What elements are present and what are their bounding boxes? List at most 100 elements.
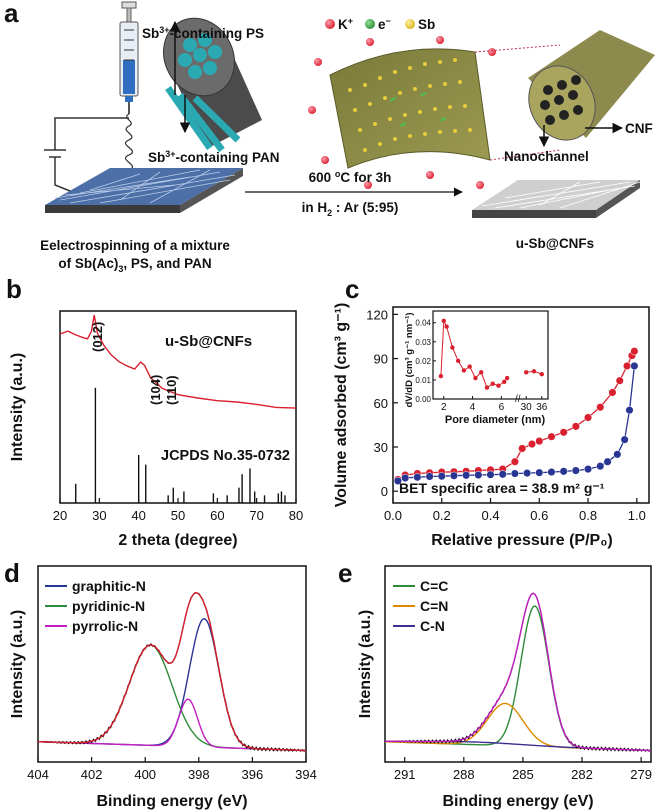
c-axis-ticks: 0.0 0.2 0.4 0.6 0.8 1.0 0 30 60 90 120 bbox=[366, 307, 646, 523]
e-y-axis-label: Intensity (a.u.) bbox=[357, 610, 374, 718]
panel-letter-b: b bbox=[6, 274, 22, 304]
d-plot-frame bbox=[37, 565, 307, 763]
c-series-point bbox=[571, 422, 580, 431]
c-inset-point bbox=[461, 368, 467, 373]
c-series-point bbox=[527, 440, 537, 449]
b-peak-110: (110) bbox=[164, 375, 179, 405]
b-x-tick-label: 20 bbox=[53, 508, 67, 523]
cnf-label: CNF bbox=[625, 121, 653, 136]
xps-x-tick-label: 404 bbox=[27, 767, 49, 782]
c-series-point bbox=[474, 470, 483, 480]
b-x-tick-label: 30 bbox=[92, 508, 106, 523]
c-inset-y-tick-label: 0.02 bbox=[415, 357, 431, 366]
c-series-point bbox=[462, 471, 471, 480]
c-y-tick-label: 30 bbox=[374, 440, 388, 455]
c-inset-y-tick-label: 0.03 bbox=[415, 338, 431, 347]
product-label: u-Sb@CNFs bbox=[516, 236, 594, 251]
d-x-axis-label: Binding energy (eV) bbox=[96, 793, 247, 810]
xps-envelope-curve bbox=[38, 592, 307, 752]
panel-a: a bbox=[4, 0, 655, 274]
panel-b: b 20 30 40 50 60 70 80 u-Sb@CNFs JCPDS No.35-0… bbox=[6, 274, 303, 549]
c-series-point bbox=[571, 466, 580, 475]
b-x-axis-label: 2 theta (degree) bbox=[118, 532, 237, 549]
c-series-point bbox=[518, 444, 527, 453]
c-inset-y-tick-label: 0.01 bbox=[415, 376, 431, 385]
xps-x-tick-label: 279 bbox=[630, 767, 652, 782]
xps-legend-label: C=N bbox=[420, 598, 448, 614]
c-series-point bbox=[603, 457, 612, 466]
c-series-point bbox=[559, 467, 568, 476]
c-inset-x-tick-label: 36 bbox=[536, 402, 548, 413]
c-inset-x-tick-label: 4 bbox=[470, 402, 476, 413]
sb-atom-icon bbox=[405, 19, 415, 29]
c-inset-point bbox=[467, 364, 472, 369]
c-x-axis-label: Relative pressure (P/P₀) bbox=[431, 532, 613, 549]
d-y-axis-label: Intensity (a.u.) bbox=[9, 610, 26, 718]
xps-x-tick-label: 400 bbox=[134, 767, 156, 782]
c-y-axis-label: Volume adsorbed (cm³ g⁻¹) bbox=[333, 303, 350, 508]
c-series-point bbox=[393, 476, 402, 485]
legend-e: e− bbox=[378, 16, 391, 32]
e-xps-series bbox=[384, 592, 652, 752]
b-reference-sticks bbox=[75, 387, 286, 503]
nanochannel-fiber-icon bbox=[528, 30, 655, 141]
c-series-point bbox=[547, 432, 556, 441]
c-inset-point bbox=[450, 345, 455, 350]
c-inset-point bbox=[473, 375, 478, 381]
legend-k: K+ bbox=[338, 16, 353, 32]
c-inset-y-label: dV/dD (cm³ g⁻¹ nm⁻¹) bbox=[404, 313, 415, 408]
xps-x-tick-label: 398 bbox=[188, 767, 210, 782]
c-series-point bbox=[523, 469, 532, 478]
xps-x-tick-label: 402 bbox=[81, 767, 103, 782]
c-inset-point bbox=[504, 375, 510, 381]
c-series-point bbox=[613, 450, 622, 459]
c-plot-frame bbox=[392, 306, 650, 504]
c-inset-point bbox=[441, 318, 446, 324]
xps-legend-label: C=C bbox=[420, 578, 448, 594]
c-series-point bbox=[413, 473, 422, 482]
carbon-sheet-icon bbox=[308, 36, 496, 189]
c-y-tick-label: 90 bbox=[374, 352, 388, 367]
c-series-point bbox=[498, 470, 507, 479]
c-inset-point bbox=[531, 369, 537, 374]
k-ion-icon bbox=[325, 19, 335, 29]
c-x-tick-label: 0.0 bbox=[384, 508, 402, 523]
c-y-tick-label: 0 bbox=[381, 484, 388, 499]
c-series-point bbox=[437, 472, 446, 481]
c-x-tick-label: 1.0 bbox=[628, 508, 646, 523]
fiber-mat-collector bbox=[45, 168, 243, 213]
electron-icon bbox=[365, 19, 375, 29]
b-xrd-curve bbox=[59, 314, 297, 409]
c-series-point bbox=[630, 361, 639, 370]
c-series-point bbox=[583, 413, 593, 422]
c-inset-point bbox=[455, 358, 461, 364]
c-inset-point bbox=[502, 379, 507, 385]
xps-legend-label: pyridinic-N bbox=[72, 598, 145, 614]
product-mat bbox=[472, 180, 641, 218]
xps-legend-label: pyrrolic-N bbox=[72, 618, 138, 634]
c-inset-y-tick-label: 0.00 bbox=[415, 395, 431, 404]
c-series-point bbox=[425, 472, 434, 481]
legend-sb: Sb bbox=[418, 17, 435, 32]
xps-raw-curve bbox=[384, 592, 652, 752]
c-inset-point bbox=[539, 372, 544, 377]
species-legend: K+ e− Sb bbox=[325, 16, 435, 32]
sb-pan-label: Sb3+-containing PAN bbox=[148, 149, 280, 165]
xps-x-tick-label: 288 bbox=[453, 767, 475, 782]
c-inset-point bbox=[444, 324, 449, 329]
b-reference-label: JCPDS No.35-0732 bbox=[161, 448, 290, 464]
c-inset-point bbox=[496, 383, 501, 388]
d-legend: graphitic-N pyridinic-N pyrrolic-N bbox=[45, 578, 146, 634]
e-legend: C=C C=N C-N bbox=[393, 578, 448, 634]
c-inset-plot: 2 4 6 30 36 0.00 0.01 0.02 0.03 0.04 // bbox=[415, 318, 548, 413]
c-series-point bbox=[596, 403, 605, 412]
b-peak-012: (012) bbox=[90, 322, 105, 352]
c-inset-point bbox=[490, 381, 495, 386]
c-series-point bbox=[547, 468, 556, 477]
arrow-condition-top: 600 oC for 3h bbox=[309, 169, 392, 185]
b-x-tick-label: 70 bbox=[249, 508, 263, 523]
c-inset-point bbox=[524, 370, 529, 375]
panel-letter-e: e bbox=[338, 558, 352, 588]
xps-x-tick-label: 394 bbox=[295, 767, 317, 782]
